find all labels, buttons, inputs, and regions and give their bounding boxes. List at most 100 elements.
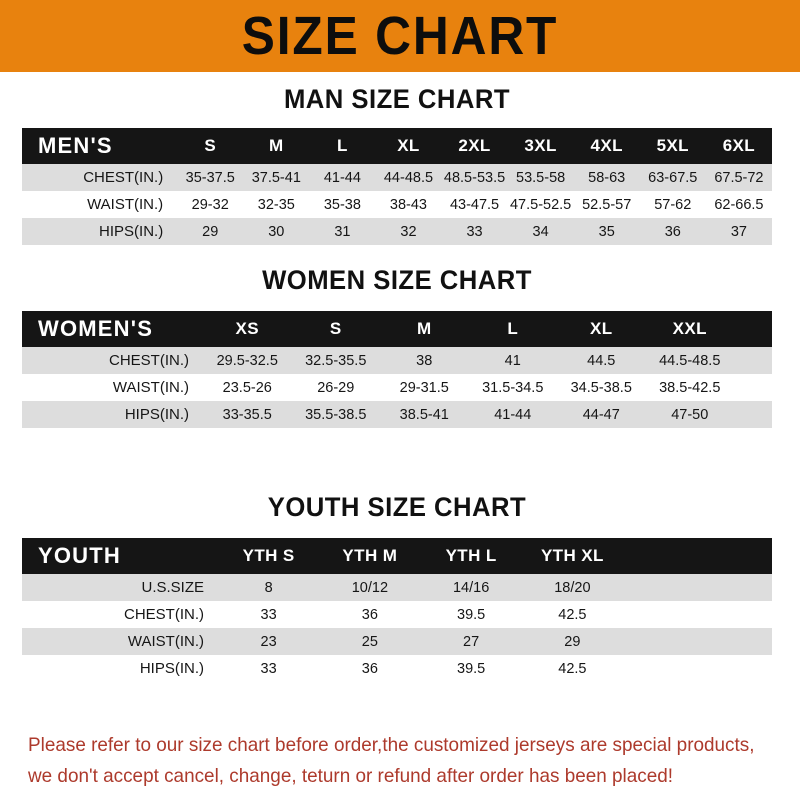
youth-column-header-2: YTH M (319, 538, 421, 574)
youth-column-header-3: YTH L (420, 538, 522, 574)
table-cell: 38 (380, 347, 469, 374)
men-column-header-7: 4XL (573, 128, 640, 164)
men-column-header-2: M (243, 128, 310, 164)
table-cell: 8 (218, 574, 320, 601)
women-column-header-1: XS (203, 311, 292, 347)
women-table-header-row: WOMEN'S XS S M L XL XXL (22, 311, 772, 347)
table-cell: 34.5-38.5 (557, 374, 646, 401)
youth-cell-filler (623, 574, 772, 601)
women-row-label-1: CHEST(IN.) (22, 347, 203, 374)
table-cell: 43-47.5 (441, 191, 508, 218)
table-cell: 31 (309, 218, 376, 245)
women-column-header-2: S (291, 311, 380, 347)
table-cell: 35-38 (309, 191, 376, 218)
table-cell: 33-35.5 (203, 401, 292, 428)
table-cell: 27 (420, 628, 522, 655)
youth-cell-filler (623, 655, 772, 682)
section-women: WOMEN SIZE CHART WOMEN'S XS S M L XL XXL CHEST(… (22, 265, 772, 428)
men-row-label-1: CHEST(IN.) (22, 164, 178, 191)
table-cell: 36 (319, 601, 421, 628)
table-cell: 44.5 (557, 347, 646, 374)
women-cell-filler (734, 401, 772, 428)
women-header-filler (734, 311, 772, 347)
table-cell: 14/16 (420, 574, 522, 601)
table-cell: 48.5-53.5 (441, 164, 508, 191)
women-cell-filler (734, 374, 772, 401)
table-cell: 47-50 (645, 401, 734, 428)
table-cell: 36 (319, 655, 421, 682)
table-row: CHEST(IN.) 35-37.5 37.5-41 41-44 44-48.5 48.5… (22, 164, 772, 191)
table-row: CHEST(IN.) 33 36 39.5 42.5 (22, 601, 772, 628)
women-column-header-3: M (380, 311, 469, 347)
page-banner: SIZE CHART (0, 0, 800, 72)
footer-note-line-2: we don't accept cancel, change, teturn o… (28, 765, 674, 787)
table-cell: 44-48.5 (375, 164, 442, 191)
table-cell: 33 (218, 601, 320, 628)
youth-row-label-header: YOUTH (22, 538, 218, 574)
table-cell: 29-32 (177, 191, 244, 218)
table-row: HIPS(IN.) 33-35.5 35.5-38.5 38.5-41 41-44 44-… (22, 401, 772, 428)
table-cell: 33 (218, 655, 320, 682)
table-cell: 35 (573, 218, 640, 245)
section-youth: YOUTH SIZE CHART YOUTH YTH S YTH M YTH L YTH… (22, 492, 772, 682)
table-cell: 52.5-57 (573, 191, 640, 218)
youth-column-header-4: YTH XL (521, 538, 623, 574)
women-column-header-5: XL (557, 311, 646, 347)
table-cell: 18/20 (521, 574, 623, 601)
table-cell: 32 (375, 218, 442, 245)
table-cell: 58-63 (573, 164, 640, 191)
table-cell: 26-29 (291, 374, 380, 401)
table-cell: 29.5-32.5 (203, 347, 292, 374)
men-row-label-header: MEN'S (22, 128, 178, 164)
table-cell: 39.5 (420, 601, 522, 628)
youth-table-body: YOUTH YTH S YTH M YTH L YTH XL U.S.SIZE 8 10/12… (22, 538, 772, 682)
youth-row-label-1: U.S.SIZE (22, 574, 218, 601)
men-row-label-3: HIPS(IN.) (22, 218, 178, 245)
table-cell: 29 (177, 218, 244, 245)
table-cell: 62-66.5 (705, 191, 772, 218)
women-size-table: WOMEN'S XS S M L XL XXL CHEST(IN.) 29.5-32.5 32.5… (22, 311, 772, 428)
youth-row-label-2: CHEST(IN.) (22, 601, 218, 628)
youth-header-filler (623, 538, 772, 574)
table-cell: 33 (441, 218, 508, 245)
table-cell: 32-35 (243, 191, 310, 218)
table-row: WAIST(IN.) 23 25 27 29 (22, 628, 772, 655)
men-row-label-2: WAIST(IN.) (22, 191, 178, 218)
youth-row-label-3: WAIST(IN.) (22, 628, 218, 655)
section-title-women: WOMEN SIZE CHART (262, 265, 532, 295)
women-row-label-3: HIPS(IN.) (22, 401, 203, 428)
youth-size-table: YOUTH YTH S YTH M YTH L YTH XL U.S.SIZE 8 10/12… (22, 538, 772, 682)
table-cell: 41 (468, 347, 557, 374)
table-row: U.S.SIZE 8 10/12 14/16 18/20 (22, 574, 772, 601)
women-row-label-header: WOMEN'S (22, 311, 203, 347)
section-title-youth: YOUTH SIZE CHART (267, 492, 527, 522)
table-row: WAIST(IN.) 29-32 32-35 35-38 38-43 43-47.5 47.… (22, 191, 772, 218)
youth-cell-filler (623, 628, 772, 655)
men-column-header-9: 6XL (705, 128, 772, 164)
youth-table-header-row: YOUTH YTH S YTH M YTH L YTH XL (22, 538, 772, 574)
women-column-header-4: L (468, 311, 557, 347)
women-column-header-6: XXL (645, 311, 734, 347)
table-cell: 39.5 (420, 655, 522, 682)
youth-row-label-4: HIPS(IN.) (22, 655, 218, 682)
table-cell: 38.5-41 (380, 401, 469, 428)
table-cell: 44-47 (557, 401, 646, 428)
table-cell: 67.5-72 (705, 164, 772, 191)
table-row: WAIST(IN.) 23.5-26 26-29 29-31.5 31.5-34.5 34… (22, 374, 772, 401)
table-cell: 36 (639, 218, 706, 245)
footer-note-line-1: Please refer to our size chart before or… (28, 734, 755, 756)
table-cell: 57-62 (639, 191, 706, 218)
table-cell: 42.5 (521, 655, 623, 682)
table-cell: 35-37.5 (177, 164, 244, 191)
men-table-body: MEN'S S M L XL 2XL 3XL 4XL 5XL 6XL CHEST(IN.) 35-37… (22, 128, 772, 245)
table-row: HIPS(IN.) 33 36 39.5 42.5 (22, 655, 772, 682)
women-row-label-2: WAIST(IN.) (22, 374, 203, 401)
table-cell: 37.5-41 (243, 164, 310, 191)
men-size-table: MEN'S S M L XL 2XL 3XL 4XL 5XL 6XL CHEST(IN.) 35-37… (22, 128, 772, 245)
table-cell: 53.5-58 (507, 164, 574, 191)
youth-column-header-1: YTH S (218, 538, 320, 574)
men-column-header-6: 3XL (507, 128, 574, 164)
men-column-header-4: XL (375, 128, 442, 164)
women-table-body: WOMEN'S XS S M L XL XXL CHEST(IN.) 29.5-32.5 32.5… (22, 311, 772, 428)
table-cell: 42.5 (521, 601, 623, 628)
